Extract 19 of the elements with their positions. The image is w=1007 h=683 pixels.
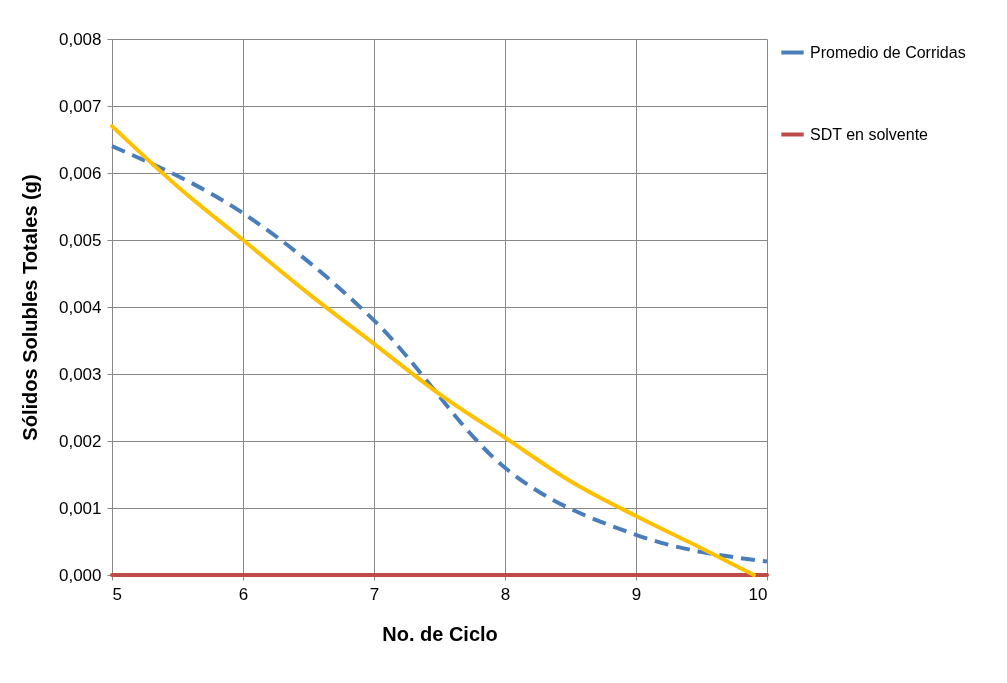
y-tick-label: 0,005	[58, 230, 102, 250]
y-tick-label: 0,000	[58, 565, 102, 585]
y-tick-label: 0,003	[58, 364, 102, 384]
legend-label: Promedio de Corridas	[810, 43, 966, 61]
y-tick-label: 0,006	[58, 163, 102, 183]
y-axis-title: Sólidos Solubles Totales (g)	[18, 174, 41, 441]
x-tick-label: 5	[112, 584, 122, 604]
y-tick-label: 0,002	[58, 431, 102, 451]
legend-label: SDT en solvente	[810, 125, 929, 143]
x-tick-label: 6	[238, 584, 249, 604]
x-axis-title: No. de Ciclo	[382, 622, 498, 645]
x-tick-label: 10	[748, 584, 768, 604]
x-tick-label: 8	[500, 584, 511, 604]
x-tick-label: 7	[369, 584, 380, 604]
y-tick-label: 0,007	[58, 96, 102, 116]
y-tick-label: 0,004	[58, 297, 102, 317]
y-tick-label: 0,008	[58, 29, 102, 49]
x-tick-label: 9	[631, 584, 642, 604]
y-tick-label: 0,001	[58, 498, 102, 518]
